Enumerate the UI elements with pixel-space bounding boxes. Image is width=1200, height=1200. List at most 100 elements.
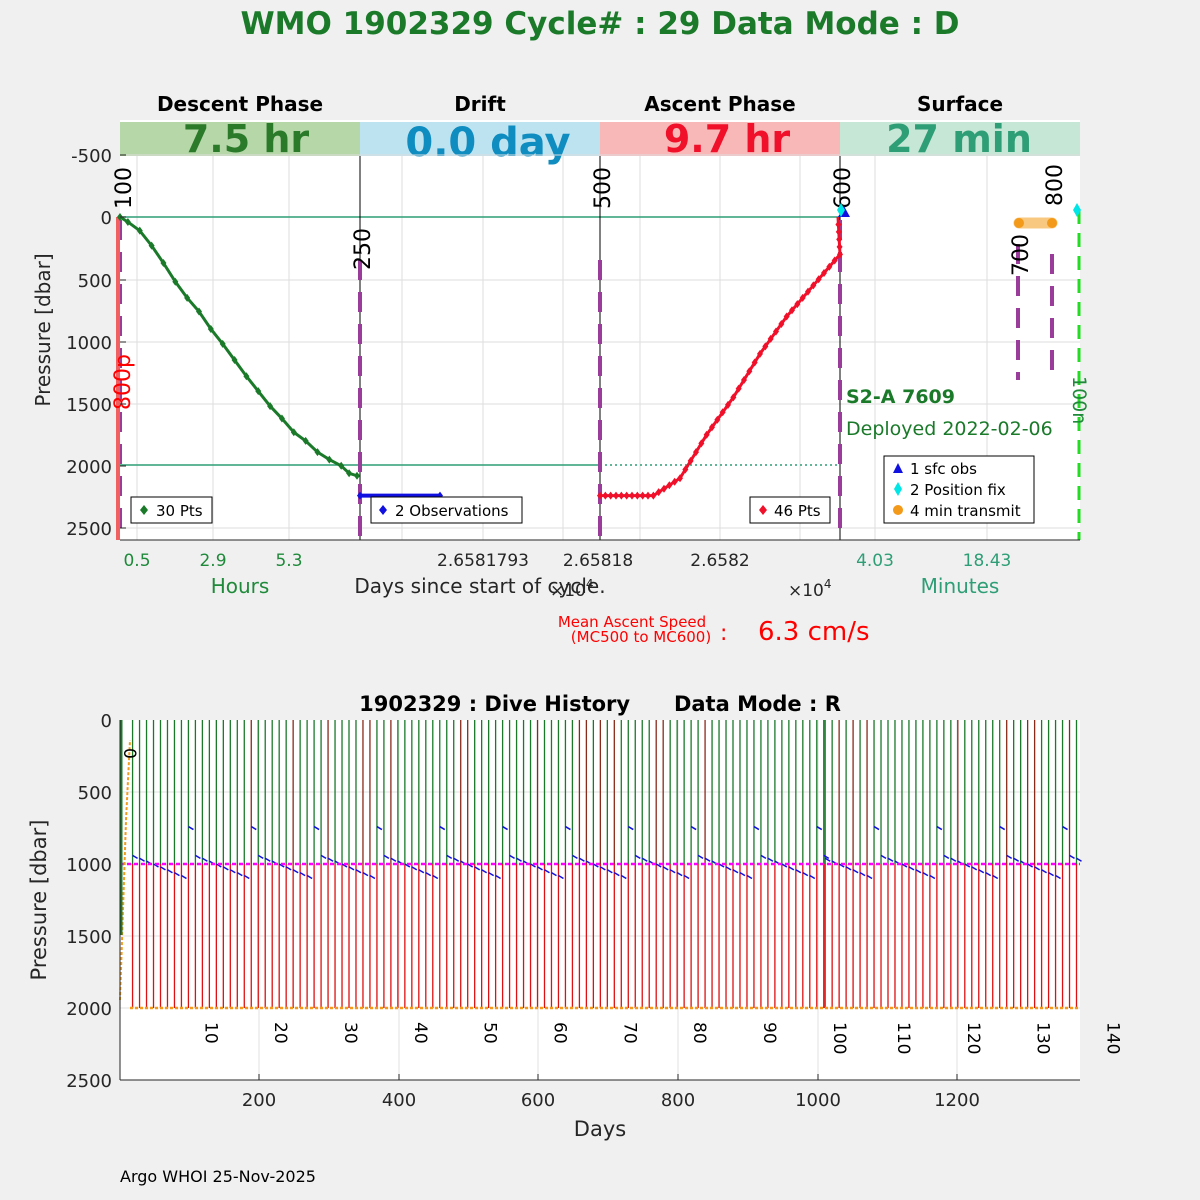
park-trace-segment [683,874,690,880]
top-ytick-label: -500 [71,146,112,167]
park-trace-segment [1076,857,1082,862]
park-trace-segment [662,866,669,871]
ascent-legend-marker [759,505,767,515]
ascent-duration: 9.7 hr [664,117,791,161]
top-ytick-label: 500 [78,271,112,292]
park-trace-segment [188,825,194,831]
descent-point [346,469,353,478]
park-trace-segment [725,866,732,871]
park-trace-segment [474,866,481,871]
days-axis-label: Days since start of cycle. [354,574,605,598]
descent-duration: 7.5 hr [183,117,310,161]
descent-point [207,324,214,333]
park-trace-segment [802,871,809,877]
cycle-label: 110 [893,1022,913,1054]
bottom-y-axis-label: Pressure [dbar] [27,820,51,981]
park-trace-segment [174,871,180,877]
ascent-point [650,491,657,500]
park-trace-segment [236,871,243,877]
drift-legend-marker [379,505,387,515]
park-trace-segment [634,854,641,860]
park-trace-segment [1069,854,1075,860]
park-trace-segment [676,871,683,877]
ascent-point [805,287,811,296]
park-trace-segment [348,866,355,871]
ascent-point [783,312,790,321]
ascent-speed-label-1: Mean Ascent Speed [558,613,706,631]
park-trace-segment [704,857,711,862]
park-trace-segment [1006,854,1013,860]
ascent-point [835,227,842,236]
descent-band [120,122,360,156]
descent-point [314,448,321,457]
cycle-label: 130 [1033,1022,1053,1054]
ascent-point [634,491,641,500]
surface-legend-transmit: 4 min transmit [910,502,1021,520]
park-trace-segment [852,869,859,874]
ascent-speed-colon: : [720,621,727,646]
position-fix-marker-2 [1073,203,1081,217]
top-y-axis-label: Pressure [dbar] [31,253,55,406]
park-trace-segment [341,863,348,868]
park-trace-segment [264,857,271,862]
ascent-point [645,491,651,500]
park-trace-segment [369,874,376,880]
park-trace-segment [495,874,502,880]
park-trace-segment [992,874,999,880]
top-ytick-label: 1500 [66,395,112,416]
park-trace-segment [502,825,508,831]
park-trace-segment [936,825,943,831]
ascent-legend: 46 Pts [749,496,831,524]
mc-label-500: 500 [591,167,616,209]
surface-legend-fix: 2 Position fix [910,481,1006,499]
hour-tick: 5.3 [275,551,302,571]
descent-point [255,387,262,396]
bottom-ytick-label: 500 [78,783,112,804]
bottom-xtick-label: 600 [521,1090,555,1111]
park-trace-segment [285,866,292,871]
ascent-point [826,262,833,271]
descent-legend-marker [140,505,148,515]
ascent-point [810,281,817,290]
descent-point [267,402,274,411]
descent-legend-label: 30 Pts [156,502,203,520]
park-trace-segment [823,854,830,860]
park-trace-segment [760,854,767,860]
ascent-speed-value: 6.3 cm/s [758,617,870,647]
park-trace-segment [160,866,166,871]
cycle-label: 50 [480,1022,500,1044]
ascent-point [655,488,662,497]
descent-point [196,307,202,316]
park-trace-segment [132,854,138,860]
park-trace-segment [873,825,880,831]
hour-tick: 0.5 [123,551,150,571]
ascent-point [613,491,619,500]
bottom-ytick-label: 0 [101,711,112,732]
top-y-tick-labels: -500 0 500 1000 1500 2000 2500 [66,146,112,540]
park-trace-segment [404,863,411,868]
park-trace-segment [697,854,704,860]
park-trace-segment [613,871,620,877]
descent-point [136,226,143,235]
park-trace-segment [1027,863,1034,868]
cycle-label: 120 [963,1022,983,1054]
park-trace-segment [1055,874,1061,880]
park-trace-segment [859,871,866,877]
park-trace-segment [537,866,543,871]
transmit-start-marker [1014,218,1024,228]
drift-point [357,491,363,500]
park-trace-segment [795,869,802,874]
ascent-point [698,439,705,448]
park-trace-segment [201,857,208,862]
park-trace-segment [824,857,831,862]
ascent-point [762,342,769,351]
footer-credit: Argo WHOI 25-Nov-2025 [120,1167,316,1186]
park-trace-segment [453,857,460,862]
ascent-point [789,306,795,315]
park-trace-segment [411,866,418,871]
bottom-xtick-label: 400 [382,1090,416,1111]
top-ytick-label: 2000 [66,457,112,478]
descent-point [326,455,333,464]
park-trace-segment [243,874,250,880]
park-trace-segment [530,863,536,868]
